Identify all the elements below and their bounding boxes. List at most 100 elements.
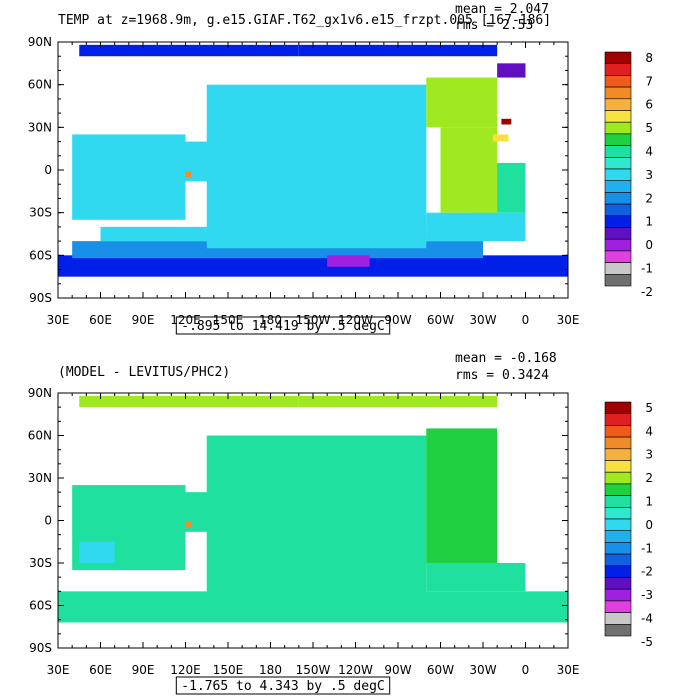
colorbar-swatch: [604, 495, 632, 508]
colorbar-swatch: [604, 145, 632, 158]
colorbar-label: 2: [645, 191, 653, 205]
x-tick-label: 60E: [89, 313, 112, 327]
x-tick-label: 0: [522, 313, 530, 327]
colorbar-label: 1: [645, 494, 653, 508]
field-region-8: [440, 127, 498, 213]
colorbar-label: 5: [645, 401, 653, 415]
colorbar-swatch: [604, 600, 632, 613]
x-tick-label: 90W: [384, 313, 411, 327]
stats-mean: mean = 2.047: [455, 2, 549, 17]
colorbar-label: 4: [645, 144, 653, 158]
colorbar-label: -1: [641, 541, 653, 555]
colorbar-label: 2: [645, 471, 653, 485]
y-tick-label: 0: [44, 163, 52, 177]
colorbar-label: -1: [641, 261, 653, 275]
colorbar-swatch: [604, 86, 632, 100]
field-region-15: [501, 118, 512, 125]
y-tick-label: 90S: [29, 291, 52, 305]
colorbar-swatch: [604, 553, 632, 567]
colorbar-label: 0: [645, 518, 653, 532]
y-tick-label: 90S: [29, 641, 52, 655]
x-tick-label: 60W: [427, 313, 454, 327]
x-tick-label: 30E: [557, 313, 580, 327]
stats-rms: rms = 0.3424: [455, 368, 549, 383]
colorbar-swatch: [604, 121, 632, 135]
x-tick-label: 120E: [170, 663, 201, 677]
colorbar-label: -3: [641, 588, 653, 602]
colorbar-swatch: [604, 530, 632, 543]
colorbar-label: 4: [645, 424, 653, 438]
field-regions: [58, 44, 568, 277]
colorbar-swatch: [604, 425, 632, 438]
x-tick-label: 90W: [384, 663, 411, 677]
range-box: [175, 676, 391, 695]
colorbar-swatch: [604, 518, 632, 531]
chart-title: TEMP at z=1968.9m, g.e15.GIAF.T62_gx1v6.…: [58, 13, 551, 28]
x-tick-label: 180: [259, 663, 282, 677]
field-region-5: [206, 84, 427, 249]
y-tick-label: 60S: [29, 248, 52, 262]
x-tick-label: 30W: [469, 663, 496, 677]
field-region-12: [298, 44, 498, 57]
field-region-6: [79, 395, 299, 408]
y-tick-label: 0: [44, 514, 52, 528]
y-tick-label: 30N: [28, 120, 52, 134]
x-tick-label: 150E: [213, 663, 244, 677]
colorbar-label: -5: [641, 635, 653, 649]
colorbar-swatch: [604, 436, 632, 450]
stats-mean: mean = -0.168: [455, 351, 557, 366]
x-tick-label: 60E: [89, 663, 112, 677]
x-tick-label: 150W: [296, 663, 331, 677]
colorbar-label: 3: [645, 168, 653, 182]
field-region-8: [79, 541, 115, 563]
colorbar-swatch: [604, 588, 632, 602]
x-tick-label: 60W: [427, 663, 454, 677]
colorbar-label: 3: [645, 448, 653, 462]
colorbar-label: 8: [645, 51, 653, 65]
colorbar-label: -2: [641, 285, 653, 299]
colorbar-swatch: [604, 577, 632, 590]
colorbar-swatch: [604, 612, 632, 625]
x-tick-label: 30E: [47, 663, 70, 677]
field-region-9: [185, 521, 192, 528]
panel-2: 30E 60E 90E 120E 150E 180 150W 120W 90W 60W 30W 0 30…: [28, 351, 653, 695]
colorbar-swatch: [604, 401, 632, 414]
x-tick-label: 90E: [132, 313, 155, 327]
colorbar-swatch: [604, 623, 632, 637]
colorbar-swatch: [604, 483, 632, 496]
field-region-14: [492, 134, 509, 142]
colorbar-swatch: [604, 168, 632, 181]
colorbar-swatch: [604, 157, 632, 170]
field-region-6: [426, 212, 526, 242]
colorbar-swatch: [604, 51, 632, 64]
field-region-3: [72, 134, 186, 220]
colorbar-swatch: [604, 565, 632, 578]
stats-rms: rms = 2.53: [455, 18, 533, 33]
field-region-4: [426, 563, 526, 592]
field-region-16: [185, 171, 192, 178]
colorbar-swatch: [604, 63, 632, 76]
colorbar-swatch: [604, 238, 632, 252]
colorbar-swatch: [604, 542, 632, 555]
field-region-11: [79, 44, 299, 57]
panel-1: 30E 60E 90E 120E 150E 180 150W 120W 90W 60W 30W 0 30…: [28, 2, 653, 335]
colorbar-label: 1: [645, 215, 653, 229]
colorbar: 8 7 6 5 4 3 2 1 0 -1 -2: [604, 51, 653, 299]
colorbar-label: -2: [641, 565, 653, 579]
field-region-10: [327, 255, 370, 267]
colorbar-swatch: [604, 262, 632, 275]
x-tick-label: 30E: [47, 313, 70, 327]
colorbar-swatch: [604, 471, 632, 485]
colorbar-swatch: [604, 110, 632, 123]
y-tick-label: 60N: [28, 78, 52, 92]
colorbar-swatch: [604, 413, 632, 426]
field-region-5: [426, 428, 498, 563]
field-regions: [58, 395, 568, 623]
colorbar-swatch: [604, 133, 632, 146]
range-box: [175, 316, 391, 335]
colorbar-swatch: [604, 215, 632, 228]
colorbar-swatch: [604, 448, 632, 461]
colorbar-swatch: [604, 203, 632, 217]
x-tick-label: 30W: [469, 313, 496, 327]
